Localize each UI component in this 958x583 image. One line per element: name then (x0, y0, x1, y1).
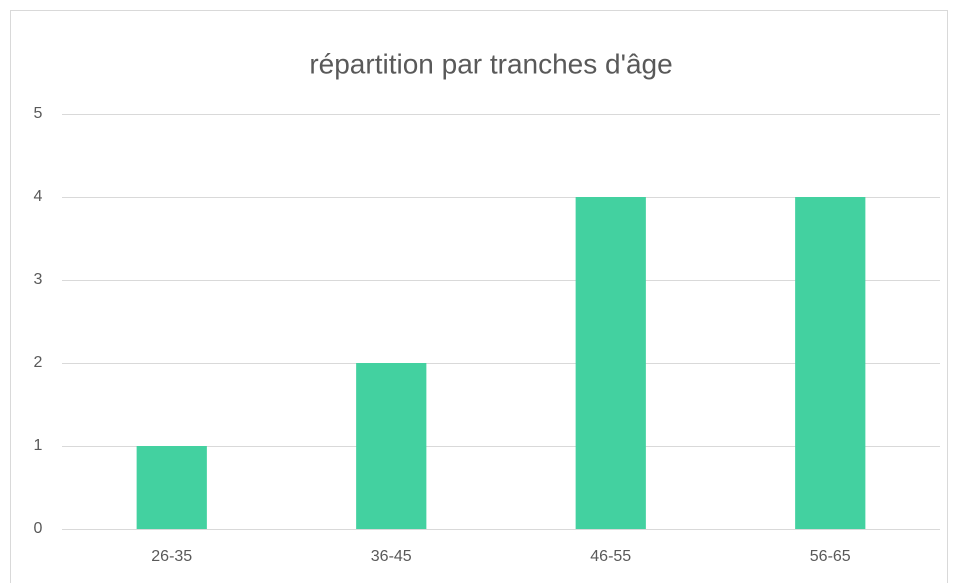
y-tick-label: 4 (34, 188, 43, 205)
y-tick-label: 2 (34, 354, 43, 371)
y-tick-label: 1 (34, 437, 43, 454)
bar (575, 197, 646, 529)
x-tick-label: 56-65 (810, 548, 851, 565)
x-tick-label: 46-55 (590, 548, 631, 565)
x-tick-label: 26-35 (151, 548, 192, 565)
bar (356, 363, 427, 529)
bar (136, 446, 207, 529)
bar (795, 197, 866, 529)
chart-title: répartition par tranches d'âge (309, 48, 672, 79)
y-tick-label: 3 (34, 271, 43, 288)
y-tick-label: 0 (34, 520, 43, 537)
x-tick-label: 36-45 (371, 548, 412, 565)
y-tick-label: 5 (34, 105, 43, 122)
